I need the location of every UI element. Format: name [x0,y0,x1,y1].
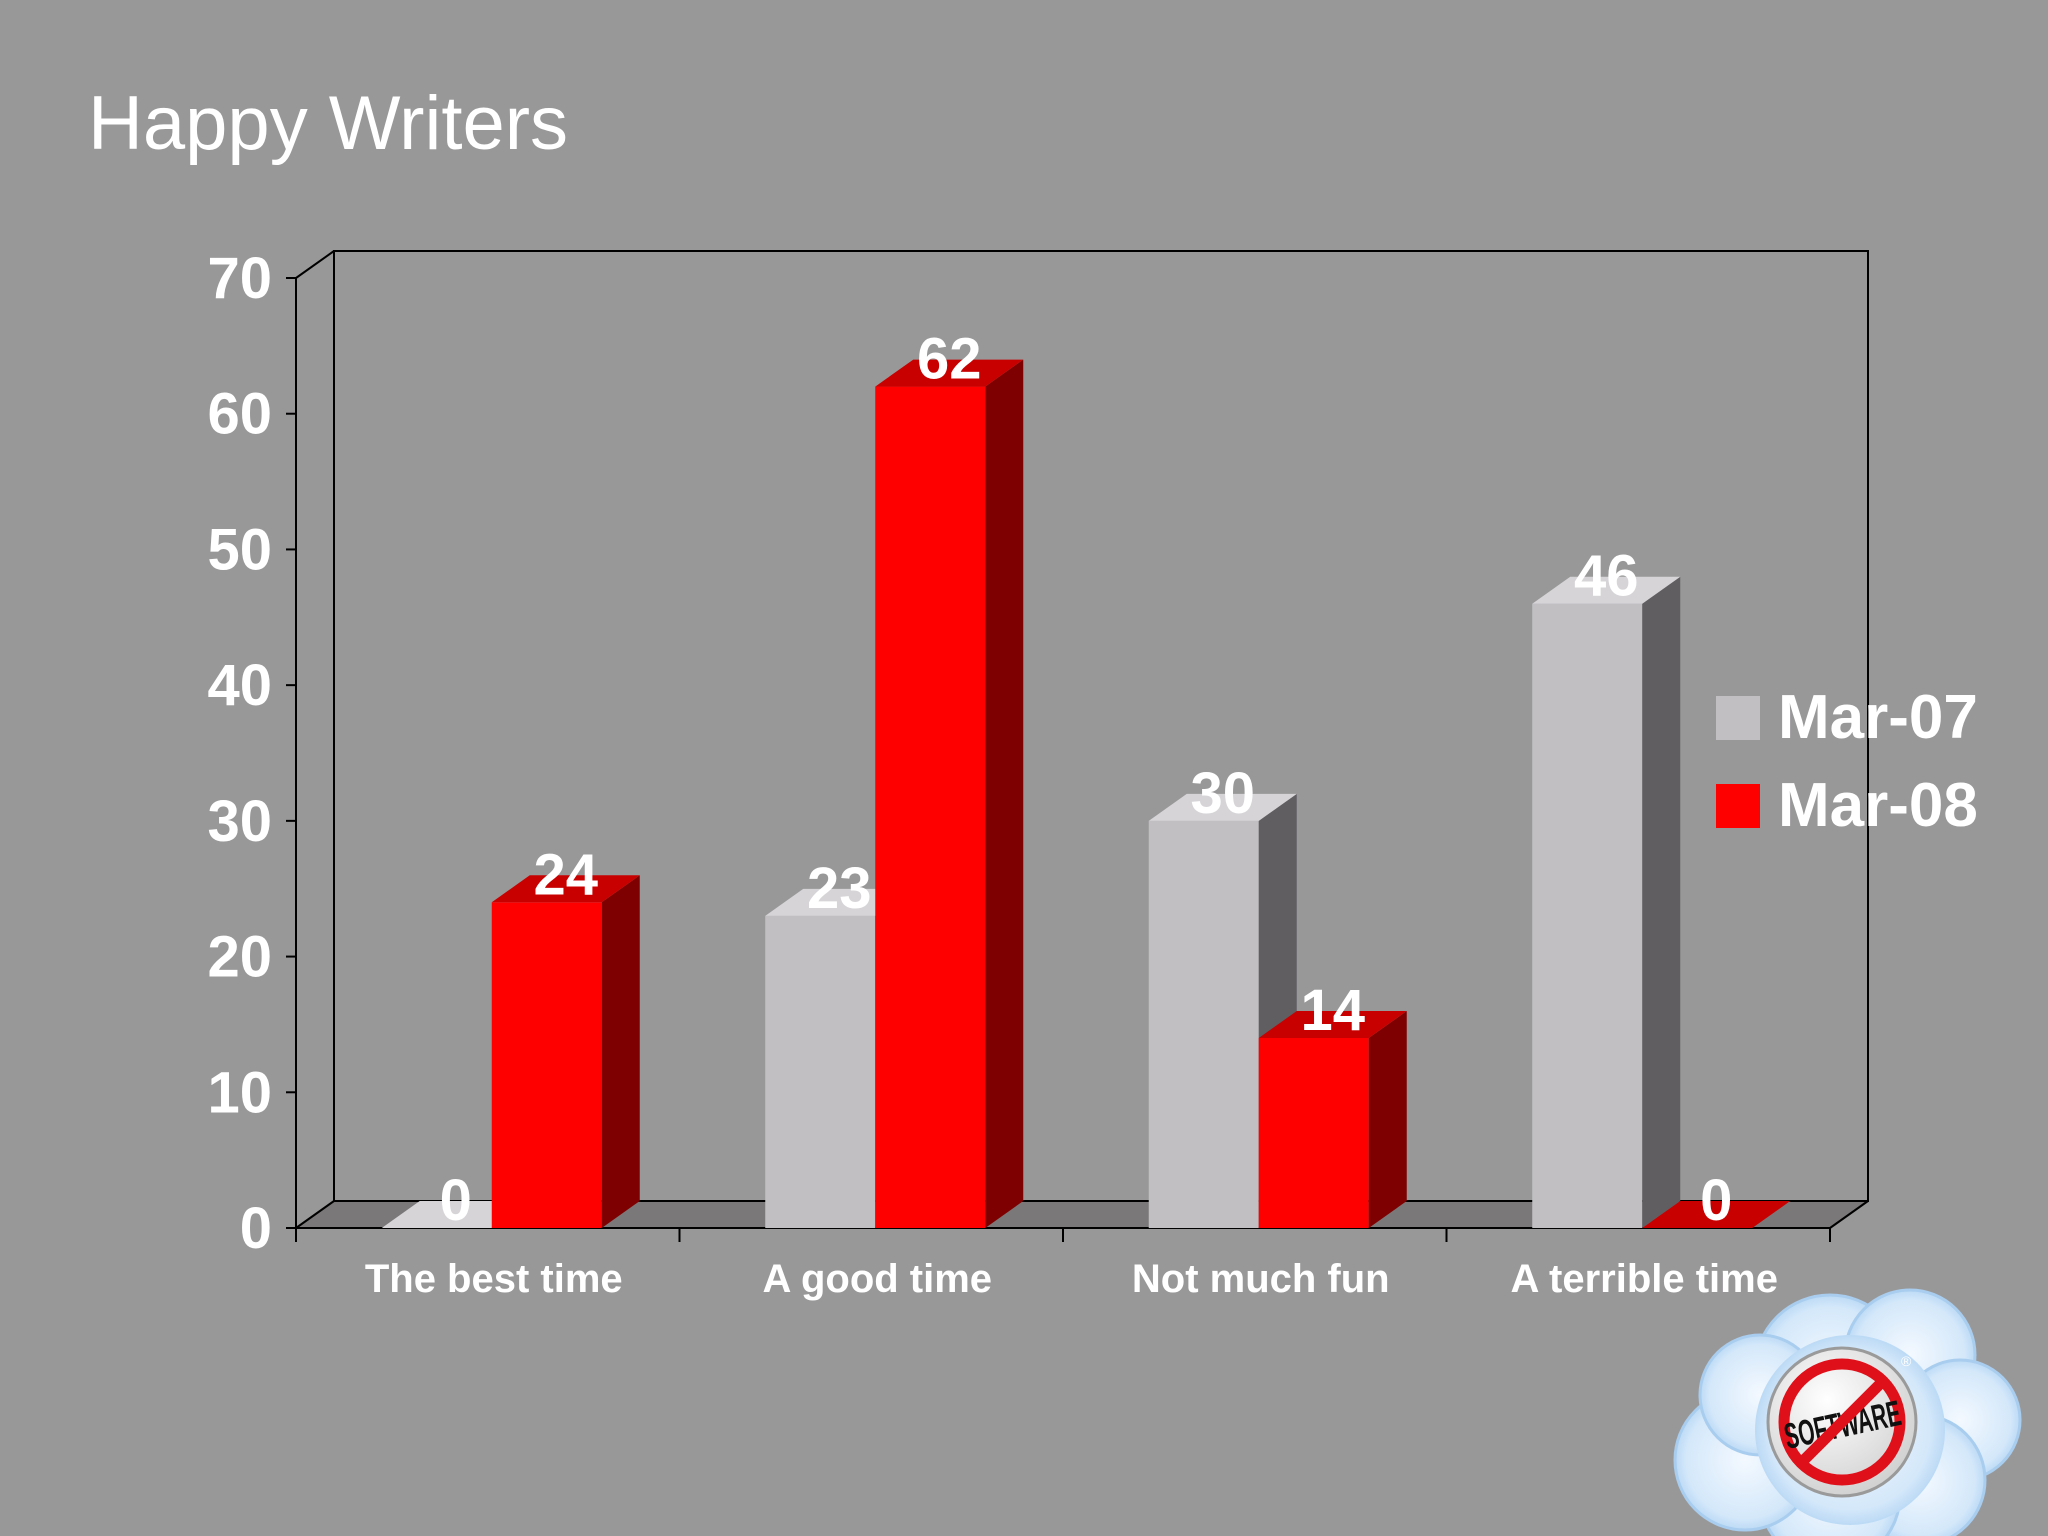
legend-swatch [1716,696,1760,740]
data-label: 14 [1300,978,1365,1043]
bar-top [1148,793,1297,821]
x-tick-label: Not much fun [1132,1257,1390,1301]
data-label: 0 [1700,1168,1732,1233]
legend-label: Mar-08 [1778,771,1978,840]
y-tick-label: 20 [207,925,272,990]
floor-left-edge [295,1200,335,1229]
legend: Mar-07 Mar-08 [1716,683,1978,840]
bar-front [1148,820,1259,1228]
chart-back-wall [333,250,1869,1202]
y-tick-label: 30 [207,789,272,854]
y-tick-label: 60 [207,382,272,447]
data-label: 30 [1190,761,1255,826]
y-tick-label: 10 [207,1060,272,1125]
axis-ticks: 0 10 20 30 40 50 60 70 The best time A good time N… [207,246,1831,1301]
bar-front [491,902,602,1228]
bar-front [1258,1038,1369,1228]
y-tick-label: 50 [207,517,272,582]
x-tick-label: A good time [762,1257,992,1301]
y-tick-label: 40 [207,653,272,718]
no-software-cloud-logo: SOFTWARE ® [1673,1288,2022,1536]
bar-top [491,875,640,903]
bar [1258,1011,1407,1228]
bar [1532,576,1681,1228]
floor-right-edge [1829,1200,1869,1229]
bar [875,359,1024,1229]
bar-side [1642,576,1681,1228]
x-tick-label: A terrible time [1511,1257,1778,1301]
y-axis-depth-line [295,250,335,279]
bar [491,875,640,1228]
slide-title: Happy Writers [88,81,569,166]
data-label: 46 [1574,544,1639,609]
registered-mark: ® [1901,1353,1912,1369]
data-label: 24 [533,842,598,907]
data-label: 0 [440,1168,472,1233]
data-label: 62 [917,327,982,392]
data-label: 23 [807,856,872,921]
chart-frame [295,250,1869,1229]
y-tick-label: 0 [240,1196,272,1261]
bar-front [765,915,876,1228]
chart-floor [296,1201,1868,1228]
prohibition-circle-icon [1778,1358,1906,1486]
x-tick-label: The best time [365,1257,623,1301]
legend-label: Mar-07 [1778,683,1978,752]
bars [381,359,1791,1229]
bar-front [1532,603,1643,1228]
bar-side [1368,1011,1407,1228]
bar-top [1642,1201,1791,1228]
bar-side [601,875,640,1228]
legend-swatch [1716,784,1760,828]
bar-side [985,359,1024,1229]
prohibition-slash-icon [1797,1377,1887,1467]
bar [1642,1201,1791,1228]
y-tick-label: 70 [207,246,272,311]
bar [1148,793,1297,1228]
bar-top [1532,576,1681,604]
data-labels: 0 24 23 62 30 14 46 0 [440,327,1733,1233]
bar-top [1258,1011,1407,1038]
bar-front [875,386,986,1229]
bar-top [875,359,1024,387]
